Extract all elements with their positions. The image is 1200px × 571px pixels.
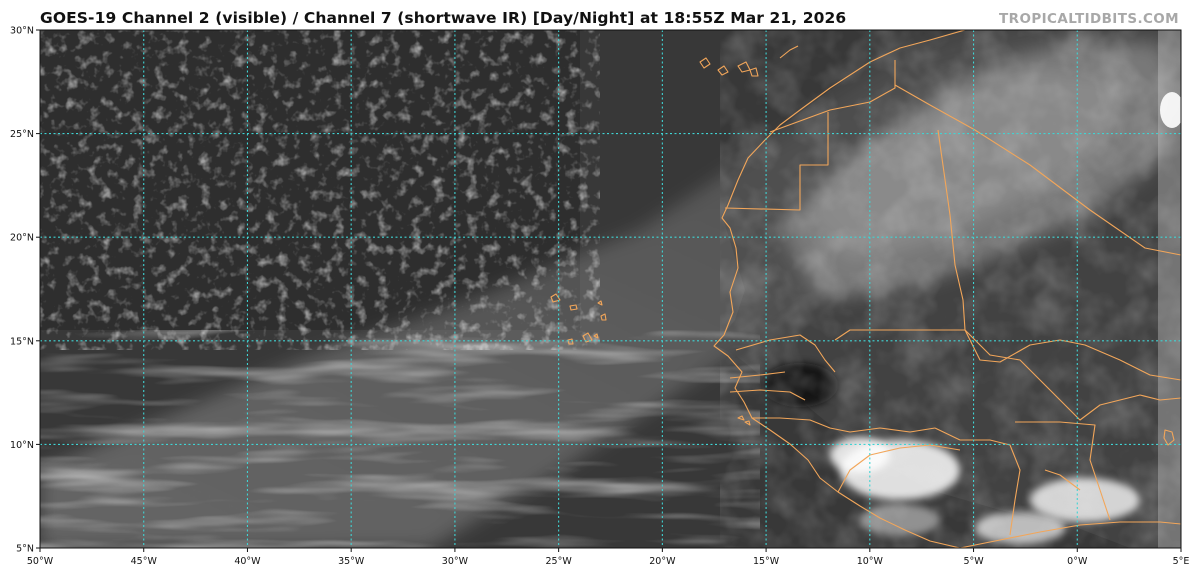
graticule [40,30,1181,548]
lon-tick-label: 35°W [338,556,365,567]
lon-tick-label: 0°W [1067,556,1088,567]
lon-tick-label: 30°W [442,556,469,567]
lat-tick-label: 30°N [10,26,34,37]
lat-tick-label: 15°N [10,336,34,347]
lon-tick-label: 5°W [963,556,984,567]
lon-tick-label: 45°W [131,556,158,567]
source-watermark: TROPICALTIDBITS.COM [999,11,1179,27]
lon-tick-label: 10°W [857,556,884,567]
lon-tick-label: 5°E [1173,556,1190,567]
axis-ticks: 50°W 45°W 40°W 35°W 30°W 25°W 20°W 15°W 10°W 5°W 0… [10,26,1189,568]
lon-tick-label: 25°W [546,556,573,567]
lon-tick-label: 40°W [234,556,261,567]
coastlines-borders [550,30,1181,548]
lat-tick-label: 5°N [16,544,34,555]
image-title: GOES-19 Channel 2 (visible) / Channel 7 … [40,9,847,27]
lat-tick-label: 10°N [10,440,34,451]
lon-tick-label: 15°W [753,556,780,567]
satellite-imagery [40,30,1181,548]
lat-tick-label: 25°N [10,129,34,140]
map-frame [39,29,1182,549]
lat-tick-label: 20°N [10,233,34,244]
lon-tick-label: 50°W [27,556,54,567]
lon-tick-label: 20°W [649,556,676,567]
